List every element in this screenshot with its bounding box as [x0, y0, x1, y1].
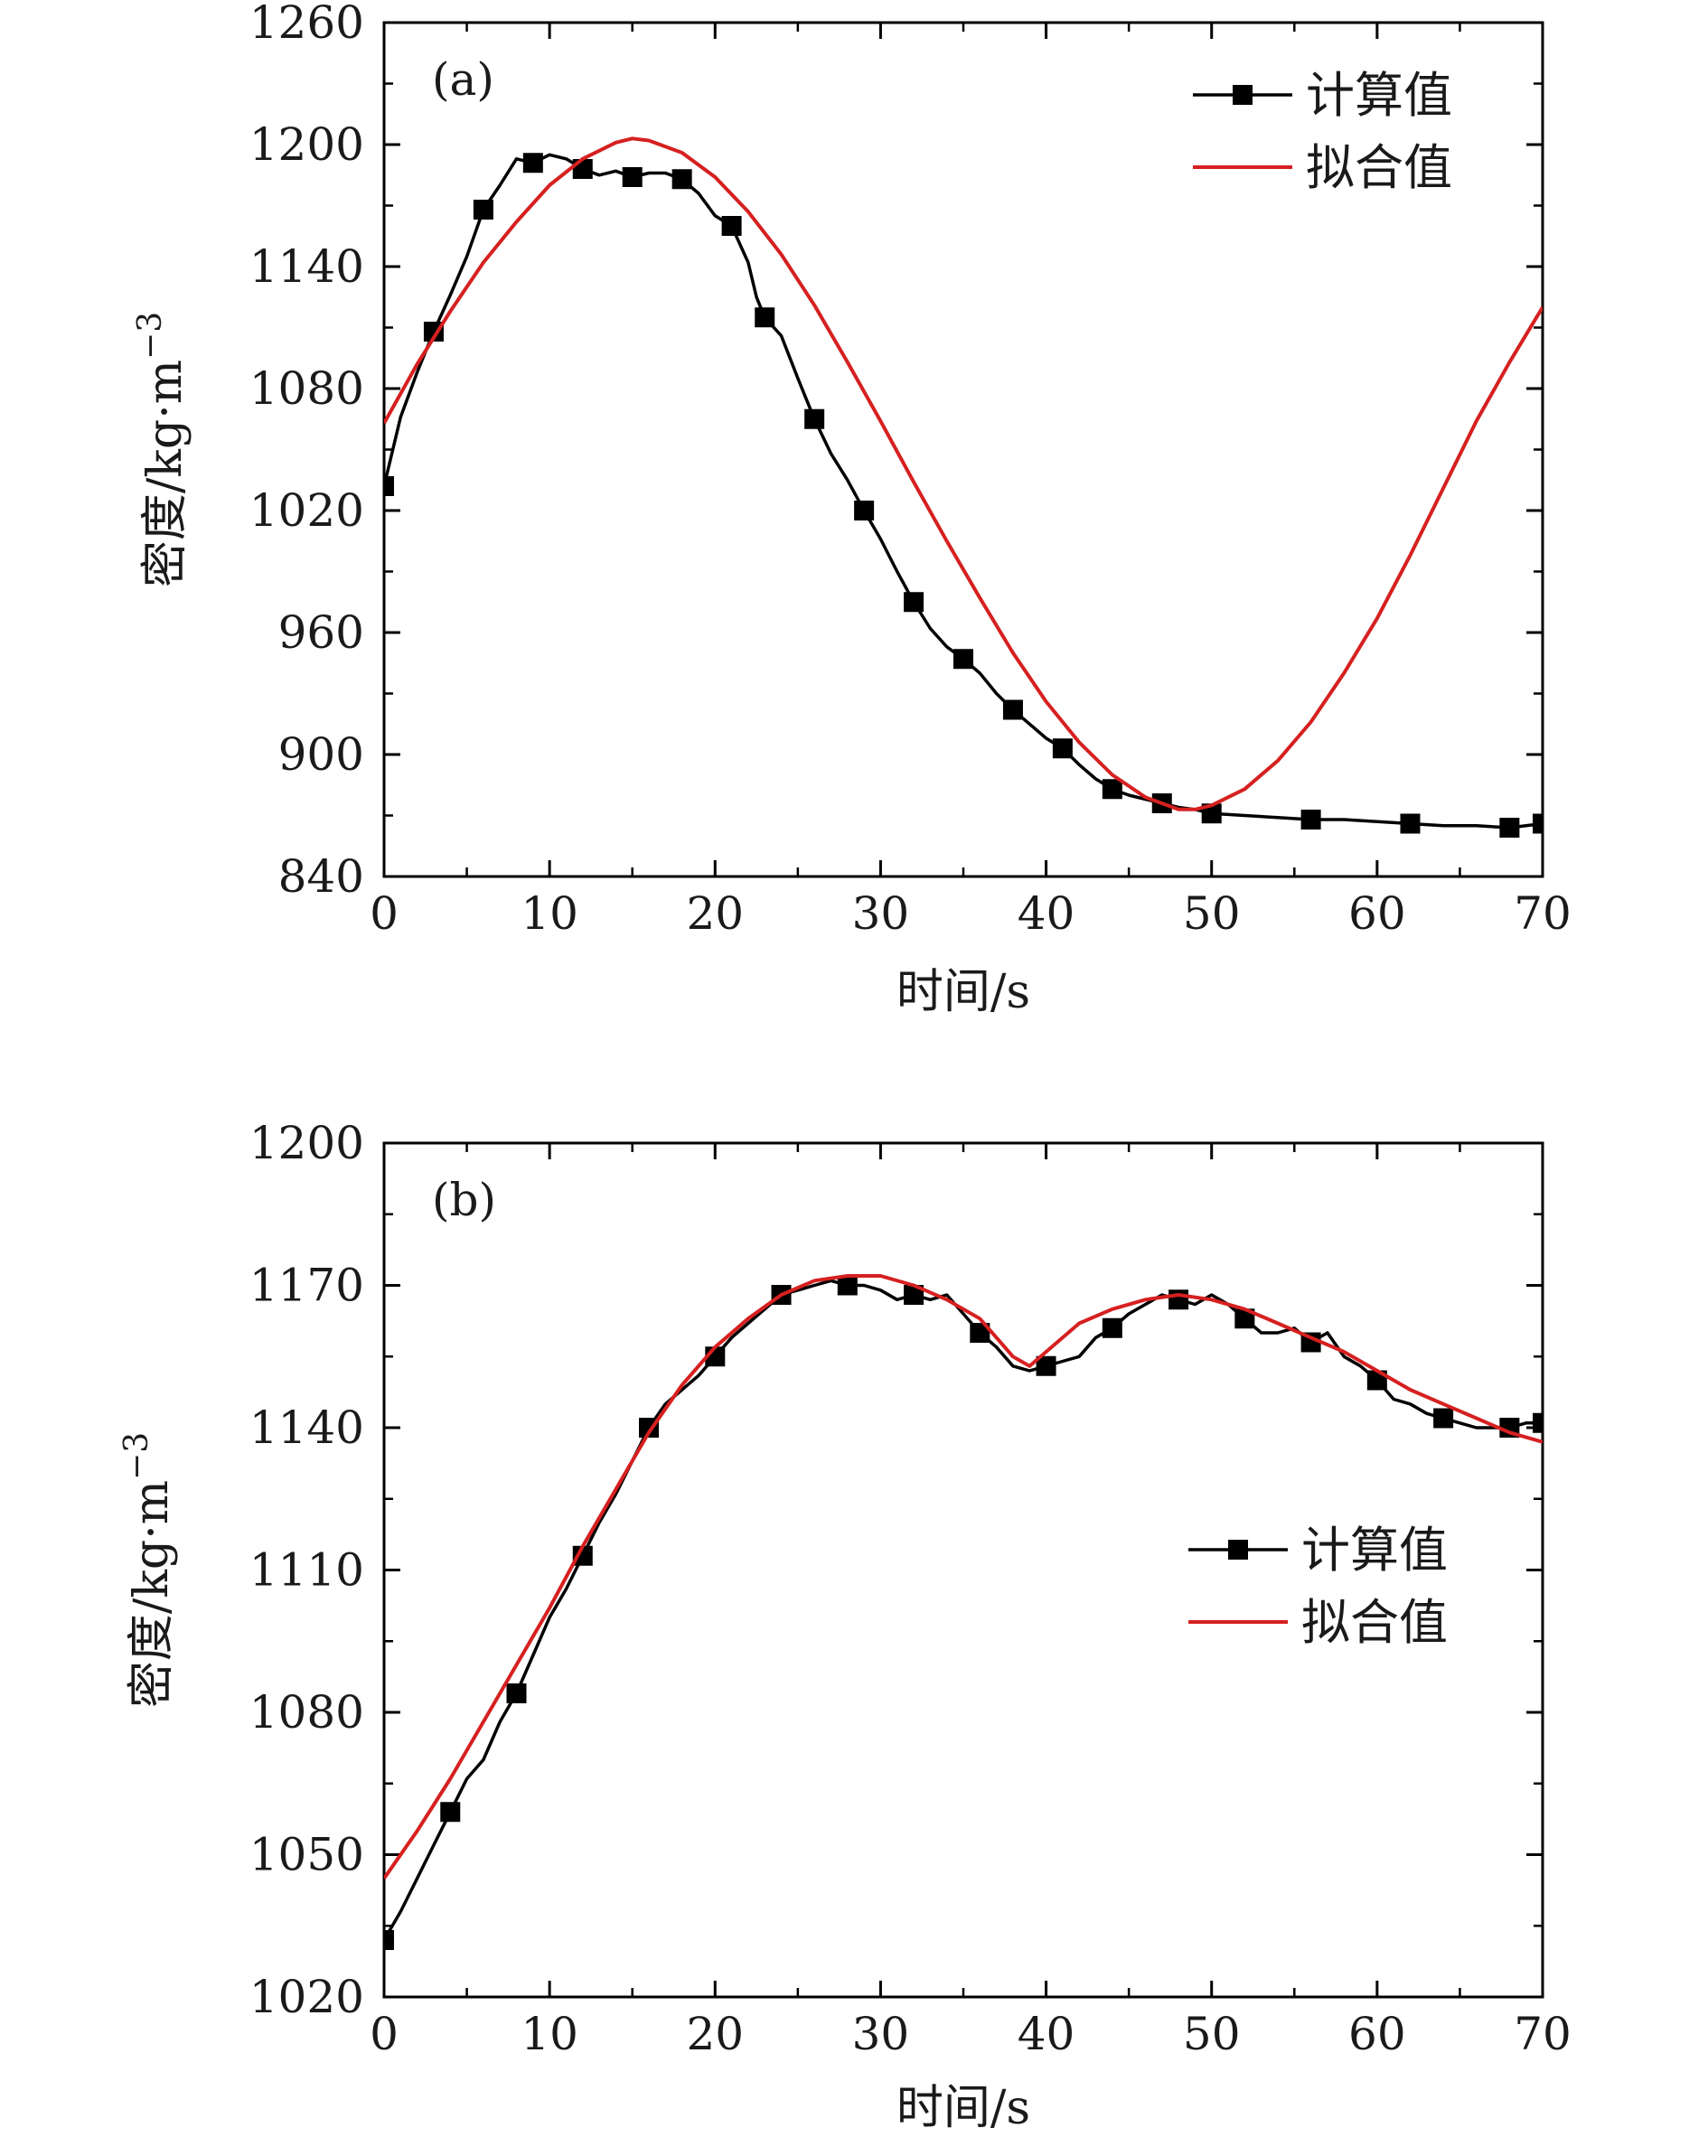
chart-panel-a: 0 10 20 30 40 50 60 708409009601020108011401200…: [132, 0, 1572, 1019]
y-tick-label-b: 1110: [249, 1544, 364, 1597]
series-marker-a: [671, 169, 692, 190]
y-axis-title-b: 密度/kg·m−3: [118, 1432, 179, 1708]
legend-swatch-marker-a: [1233, 85, 1253, 105]
series-marker-b: [904, 1285, 924, 1305]
series-marker-a: [1002, 699, 1023, 720]
y-tick-label-b: 1170: [249, 1260, 364, 1312]
x-tick-label-a: 40: [1018, 887, 1075, 940]
series-marker-b: [1533, 1412, 1543, 1433]
series-marker-a: [1201, 803, 1222, 824]
y-tick-label-a: 900: [278, 728, 364, 781]
x-tick-label-a: 70: [1514, 887, 1572, 940]
legend-label-a: 拟合值: [1306, 139, 1452, 196]
series-marker-a: [755, 307, 775, 328]
y-axis-title-exponent-a: −3: [132, 312, 169, 360]
series-marker-a: [1052, 738, 1073, 759]
x-tick-label-b: 50: [1183, 2008, 1241, 2060]
series-marker-a: [1102, 779, 1122, 800]
x-tick-label-a: 10: [521, 887, 578, 940]
series-marker-a: [473, 200, 493, 220]
panel-label-b: (b): [432, 1174, 496, 1226]
x-axis-title-a: 时间/s: [896, 965, 1030, 1019]
y-tick-label-b: 1050: [249, 1829, 364, 1881]
x-tick-label-b: 70: [1514, 2008, 1572, 2060]
series-marker-b: [384, 1930, 394, 1950]
y-tick-label-a: 960: [278, 606, 364, 659]
x-tick-label-b: 0: [370, 2008, 399, 2060]
series-marker-b: [1102, 1317, 1122, 1338]
y-tick-label-a: 1140: [249, 240, 364, 293]
series-marker-b: [506, 1683, 527, 1703]
series-marker-a: [572, 159, 593, 179]
y-axis-title-a: 密度/kg·m−3: [132, 312, 192, 587]
y-tick-label-b: 1200: [249, 1117, 364, 1169]
series-marker-b: [572, 1545, 593, 1566]
series-marker-a: [1400, 813, 1421, 834]
series-line-b-1: [384, 1274, 1543, 1879]
series-line-b-0: [384, 1279, 1543, 1941]
y-tick-label-b: 1140: [249, 1401, 364, 1454]
y-tick-label-a: 840: [278, 850, 364, 903]
x-tick-label-a: 50: [1183, 887, 1241, 940]
series-marker-a: [854, 501, 875, 520]
series-marker-a: [804, 408, 825, 429]
x-tick-label-b: 10: [521, 2008, 578, 2060]
y-tick-label-a: 1080: [249, 362, 364, 415]
series-marker-b: [970, 1323, 990, 1343]
series-marker-a: [721, 216, 742, 236]
series-marker-a: [1533, 813, 1543, 834]
series-marker-b: [1036, 1355, 1056, 1376]
series-marker-b: [1234, 1308, 1255, 1329]
series-marker-b: [440, 1802, 461, 1823]
x-tick-label-b: 20: [686, 2008, 744, 2060]
series-marker-b: [837, 1275, 858, 1296]
x-tick-label-b: 40: [1018, 2008, 1075, 2060]
legend-label-b: 计算值: [1301, 1522, 1448, 1579]
y-axis-title-text-b: 密度/kg·m: [125, 1480, 179, 1708]
x-tick-label-b: 30: [852, 2008, 910, 2060]
series-marker-b: [1433, 1408, 1454, 1429]
panel-label-a: (a): [432, 53, 494, 106]
x-tick-label-a: 20: [686, 887, 744, 940]
series-line-a-1: [384, 136, 1543, 811]
series-marker-a: [1300, 810, 1321, 830]
y-tick-label-a: 1200: [249, 118, 364, 171]
series-marker-a: [522, 153, 543, 173]
legend-swatch-marker-b: [1228, 1540, 1248, 1560]
y-tick-label-a: 1260: [249, 0, 364, 49]
y-axis-title-text-a: 密度/kg·m: [138, 360, 192, 587]
x-tick-label-a: 0: [370, 887, 399, 940]
x-tick-label-b: 60: [1348, 2008, 1406, 2060]
series-line-a-0: [384, 153, 1543, 830]
legend-label-a: 计算值: [1306, 67, 1452, 124]
y-axis-title-exponent-b: −3: [118, 1432, 155, 1480]
y-tick-label-b: 1080: [249, 1686, 364, 1739]
series-marker-a: [384, 476, 394, 496]
x-axis-title-b: 时间/s: [896, 2081, 1030, 2135]
y-tick-label-a: 1020: [249, 484, 364, 537]
series-marker-a: [622, 167, 643, 187]
series-marker-b: [1168, 1289, 1189, 1310]
y-tick-label-b: 1020: [249, 1971, 364, 2023]
series-marker-a: [1499, 818, 1520, 838]
x-tick-label-a: 30: [852, 887, 910, 940]
x-tick-label-a: 60: [1348, 887, 1406, 940]
legend-label-b: 拟合值: [1301, 1594, 1448, 1651]
chart-panel-b: 0 10 20 30 40 50 60 701020105010801110114011701…: [118, 1117, 1572, 2135]
series-marker-a: [953, 649, 973, 670]
series-marker-a: [904, 592, 924, 613]
